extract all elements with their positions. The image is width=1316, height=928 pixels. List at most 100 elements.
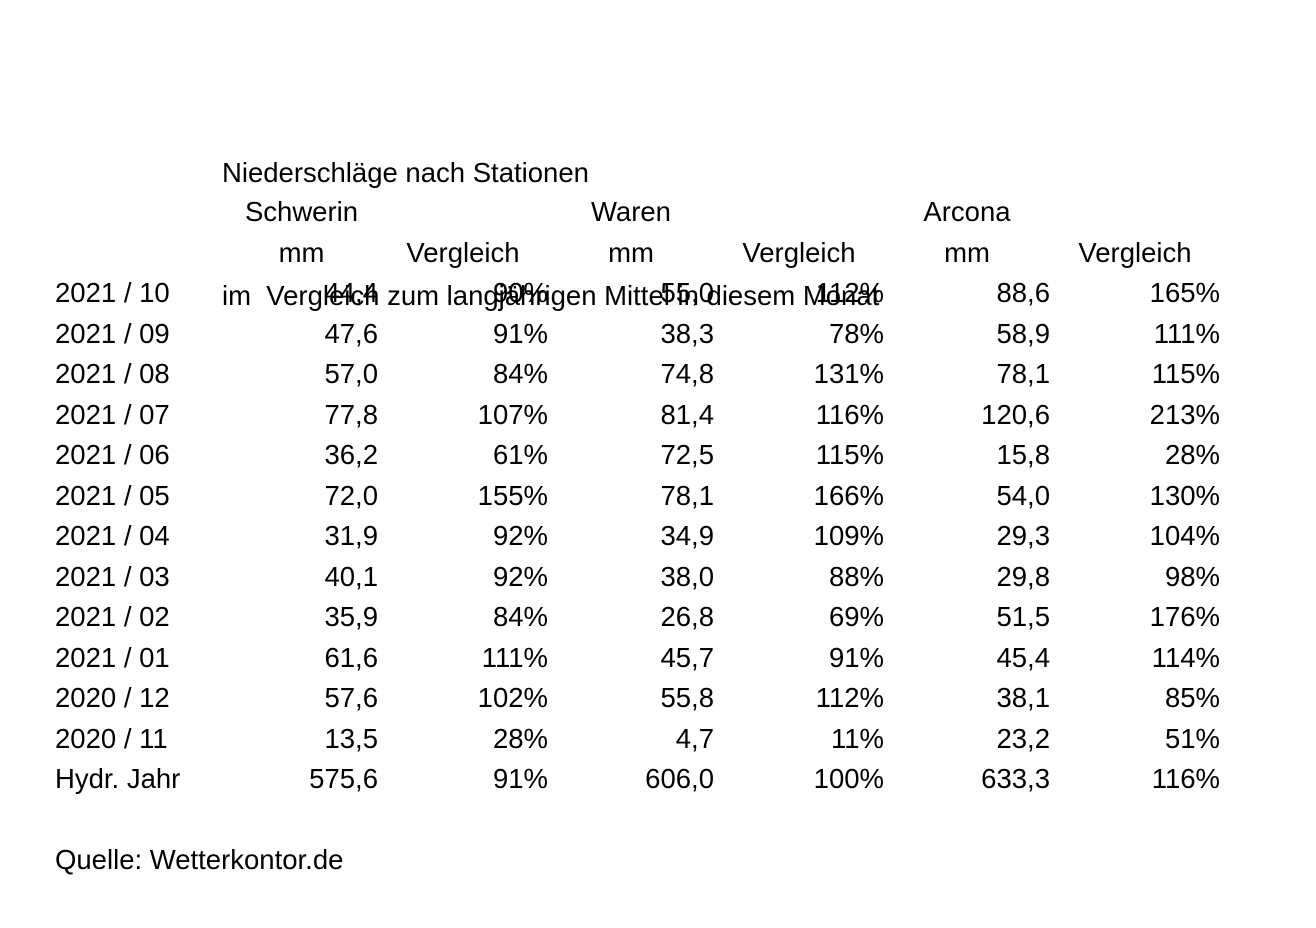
cell-schwerin-mm: 13,5	[324, 722, 378, 754]
title-line-1: Niederschläge nach Stationen	[222, 157, 589, 188]
station-header-row: Schwerin Waren Arcona	[55, 192, 1220, 233]
cell-arcona-mm: 58,9	[996, 317, 1050, 349]
cell-arcona-vergleich: 85%	[1164, 682, 1220, 713]
cell-waren-mm: 78,1	[660, 479, 714, 511]
cell-schwerin-vergleich: 61%	[492, 439, 548, 470]
header-waren-mm: mm	[608, 236, 654, 268]
cell-arcona-vergleich: 213%	[1149, 398, 1220, 430]
cell-arcona-vergleich: 98%	[1164, 560, 1220, 592]
cell-arcona-vergleich: 104%	[1149, 520, 1220, 551]
cell-arcona-mm: 29,8	[996, 560, 1050, 592]
cell-waren-vergleich: 109%	[813, 520, 884, 551]
cell-arcona-vergleich: 28%	[1164, 439, 1220, 470]
cell-arcona-vergleich: 111%	[1153, 317, 1220, 349]
cell-waren-mm: 74,8	[660, 358, 714, 389]
cell-waren-mm: 55,0	[660, 277, 714, 308]
table-row: 2021 / 07 77,8 107% 81,4 116% 120,6 213%	[55, 395, 1220, 436]
cell-schwerin-vergleich: 84%	[492, 601, 548, 632]
cell-arcona-vergleich: 51%	[1164, 722, 1220, 754]
cell-arcona-vergleich: 130%	[1149, 479, 1220, 511]
cell-arcona-mm: 15,8	[996, 439, 1050, 470]
cell-schwerin-vergleich: 92%	[492, 520, 548, 551]
cell-schwerin-vergleich: 91%	[492, 317, 548, 349]
cell-waren-vergleich: 116%	[815, 398, 884, 430]
cell-schwerin-mm: 44,4	[324, 277, 378, 308]
cell-arcona-vergleich: 115%	[1151, 358, 1220, 389]
table-row: 2021 / 01 61,6 111% 45,7 91% 45,4 114%	[55, 638, 1220, 679]
cell-schwerin-vergleich: 155%	[477, 479, 548, 511]
station-header-schwerin: Schwerin	[244, 196, 359, 227]
table-row: 2020 / 12 57,6 102% 55,8 112% 38,1 85%	[55, 678, 1220, 719]
cell-schwerin-mm: 36,2	[324, 439, 378, 470]
cell-waren-mm: 606,0	[645, 763, 714, 794]
cell-waren-vergleich: 115%	[815, 439, 884, 470]
table-row: 2021 / 03 40,1 92% 38,0 88% 29,8 98%	[55, 557, 1220, 598]
cell-arcona-vergleich: 165%	[1149, 277, 1220, 308]
table-row: 2021 / 05 72,0 155% 78,1 166% 54,0 130%	[55, 476, 1220, 517]
cell-waren-mm: 38,3	[660, 317, 714, 349]
cell-waren-vergleich: 166%	[813, 479, 884, 511]
row-label: 2021 / 01	[55, 641, 170, 673]
header-arcona-vergleich: Vergleich	[1078, 236, 1192, 268]
empty-cell	[1050, 192, 1220, 233]
cell-waren-vergleich: 100%	[813, 763, 884, 794]
cell-waren-mm: 26,8	[660, 601, 714, 632]
cell-waren-mm: 38,0	[660, 560, 714, 592]
empty-cell	[55, 233, 225, 274]
unit-header-row: mm Vergleich mm Vergleich mm Vergleich	[55, 233, 1220, 274]
cell-schwerin-mm: 35,9	[324, 601, 378, 632]
cell-arcona-vergleich: 116%	[1151, 763, 1220, 794]
row-label: 2021 / 10	[55, 277, 170, 308]
cell-waren-mm: 45,7	[660, 641, 714, 673]
row-label: 2021 / 04	[55, 520, 170, 551]
cell-schwerin-vergleich: 90%	[492, 277, 548, 308]
cell-schwerin-mm: 40,1	[324, 560, 378, 592]
row-label: 2021 / 06	[55, 439, 170, 470]
title-line-2: im Vergleich zum langjährigen Mittel in …	[222, 280, 880, 311]
row-label: Hydr. Jahr	[55, 763, 181, 794]
cell-schwerin-mm: 31,9	[324, 520, 378, 551]
cell-arcona-mm: 633,3	[981, 763, 1050, 794]
cell-arcona-mm: 78,1	[996, 358, 1050, 389]
station-header-waren: Waren	[591, 196, 671, 227]
cell-arcona-mm: 120,6	[981, 398, 1050, 430]
cell-schwerin-vergleich: 28%	[492, 722, 548, 754]
page-title: Niederschläge nach Stationen im Vergleic…	[222, 70, 879, 398]
cell-schwerin-vergleich: 92%	[492, 560, 548, 592]
table-row: 2021 / 06 36,2 61% 72,5 115% 15,8 28%	[55, 435, 1220, 476]
table-row: 2020 / 11 13,5 28% 4,7 11% 23,2 51%	[55, 719, 1220, 760]
cell-waren-vergleich: 112%	[815, 682, 884, 713]
cell-waren-vergleich: 78%	[828, 317, 884, 349]
header-waren-vergleich: Vergleich	[742, 236, 856, 268]
cell-arcona-vergleich: 176%	[1149, 601, 1220, 632]
row-label: 2021 / 07	[55, 398, 170, 430]
empty-cell	[378, 192, 548, 233]
cell-schwerin-mm: 57,6	[324, 682, 378, 713]
cell-waren-vergleich: 88%	[828, 560, 884, 592]
cell-schwerin-vergleich: 111%	[481, 641, 548, 673]
header-arcona-mm: mm	[944, 236, 990, 268]
table-row-hydr-jahr: Hydr. Jahr 575,6 91% 606,0 100% 633,3 11…	[55, 759, 1220, 800]
cell-arcona-mm: 51,5	[996, 601, 1050, 632]
cell-waren-mm: 55,8	[660, 682, 714, 713]
row-label: 2020 / 11	[55, 722, 168, 754]
cell-schwerin-vergleich: 84%	[492, 358, 548, 389]
precipitation-table: Schwerin Waren Arcona mm Vergleich mm Ve…	[55, 192, 1220, 800]
row-label: 2021 / 03	[55, 560, 170, 592]
table-row: 2021 / 10 44,4 90% 55,0 112% 88,6 165%	[55, 273, 1220, 314]
cell-schwerin-vergleich: 102%	[477, 682, 548, 713]
cell-arcona-mm: 38,1	[996, 682, 1050, 713]
cell-arcona-mm: 45,4	[996, 641, 1050, 673]
cell-waren-mm: 81,4	[660, 398, 714, 430]
cell-arcona-vergleich: 114%	[1151, 641, 1220, 673]
cell-arcona-mm: 88,6	[996, 277, 1050, 308]
row-label: 2021 / 05	[55, 479, 170, 511]
cell-waren-vergleich: 131%	[813, 358, 884, 389]
cell-waren-vergleich: 91%	[828, 641, 884, 673]
cell-arcona-mm: 54,0	[996, 479, 1050, 511]
cell-schwerin-mm: 575,6	[309, 763, 378, 794]
cell-schwerin-mm: 72,0	[324, 479, 378, 511]
cell-waren-vergleich: 69%	[828, 601, 884, 632]
cell-arcona-mm: 23,2	[996, 722, 1050, 754]
